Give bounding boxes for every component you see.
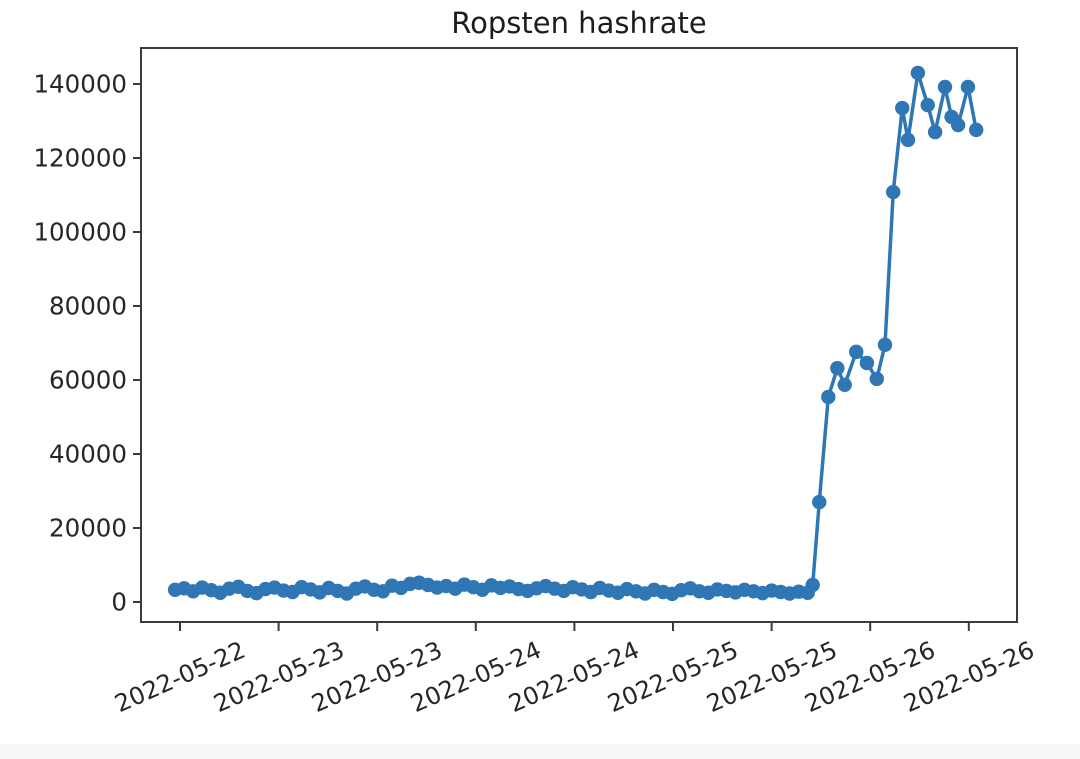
data-point-marker <box>849 344 864 360</box>
data-point-marker <box>920 97 935 113</box>
y-tick-label: 20000 <box>49 514 127 543</box>
y-tick-label: 40000 <box>49 440 127 469</box>
y-tick-label: 0 <box>111 588 127 617</box>
data-point-marker <box>830 360 845 376</box>
data-point-marker <box>910 65 926 81</box>
y-tick-label: 80000 <box>49 292 127 321</box>
data-point-marker <box>869 371 884 387</box>
data-point-marker <box>821 389 836 405</box>
y-tick-label: 100000 <box>33 218 127 247</box>
data-point-marker <box>812 494 827 510</box>
data-point-marker <box>895 100 910 116</box>
y-tick-label: 120000 <box>33 144 127 173</box>
chart-title: Ropsten hashrate <box>451 6 707 40</box>
data-point-marker <box>950 117 966 133</box>
plot-area <box>140 47 1018 623</box>
bottom-strip <box>0 744 1080 759</box>
data-point-marker <box>837 377 852 393</box>
data-point-marker <box>886 184 901 200</box>
data-point-marker <box>968 122 984 138</box>
data-point-marker <box>960 79 976 95</box>
y-tick-label: 60000 <box>49 366 127 395</box>
data-point-marker <box>859 355 875 371</box>
data-point-marker <box>900 132 916 148</box>
data-point-marker <box>805 577 820 593</box>
data-point-marker <box>937 79 953 95</box>
data-point-marker <box>927 124 943 140</box>
y-tick-label: 140000 <box>33 70 127 99</box>
data-point-marker <box>877 337 893 353</box>
